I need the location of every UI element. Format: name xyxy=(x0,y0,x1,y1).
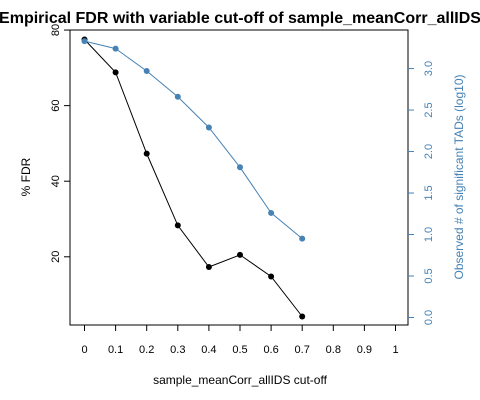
x-tick-label: 0.8 xyxy=(326,344,341,356)
y-right-tick-label: 3.0 xyxy=(423,61,435,76)
series-line-left xyxy=(84,39,303,317)
data-point-left xyxy=(268,273,275,280)
chart-title: Empirical FDR with variable cut-off of s… xyxy=(0,10,480,27)
data-point-left xyxy=(237,251,243,258)
data-point-right xyxy=(81,38,88,45)
plot-frame xyxy=(69,29,409,326)
x-tick-label: 0 xyxy=(81,344,87,356)
data-point-right xyxy=(112,45,119,52)
data-point-right xyxy=(205,124,212,131)
data-point-right xyxy=(237,164,243,171)
series-layer xyxy=(81,36,306,320)
y-right-tick-label: 1.0 xyxy=(423,227,435,242)
x-tick-label: 0.6 xyxy=(263,344,278,356)
data-point-left xyxy=(143,150,150,157)
y-left-axis-label: % FDR xyxy=(19,157,33,196)
data-point-left xyxy=(112,69,119,76)
y-right-tick-label: 0.5 xyxy=(423,268,435,283)
y-left-tick-label: 80 xyxy=(50,24,62,36)
y-right-axis-label: Observed # of significant TADs (log10) xyxy=(452,75,466,280)
x-tick-label: 0.2 xyxy=(139,344,154,356)
data-point-right xyxy=(268,209,275,216)
data-point-right xyxy=(299,235,306,242)
y-right-axis: 0.0 0.5 1.0 1.5 2.0 2.5 3.0 xyxy=(408,61,435,325)
y-left-tick-label: 60 xyxy=(50,100,62,112)
x-tick-label: 1 xyxy=(392,344,398,356)
x-tick-label: 0.3 xyxy=(170,344,185,356)
data-point-left xyxy=(174,222,181,229)
x-tick-label: 0.1 xyxy=(108,344,123,356)
y-left-tick-label: 20 xyxy=(50,251,62,263)
series-line-right xyxy=(84,40,303,240)
y-left-tick-label: 40 xyxy=(50,175,62,187)
x-axis-label: sample_meanCorr_allIDS cut-off xyxy=(153,373,328,387)
y-right-tick-label: 1.5 xyxy=(423,185,435,200)
x-tick-label: 0.4 xyxy=(201,344,216,356)
x-tick-label: 0.5 xyxy=(232,344,247,356)
y-right-tick-label: 2.5 xyxy=(423,102,435,117)
x-axis: 0 0.1 0.2 0.3 0.4 0.5 0.6 0.7 0.8 0.9 1 xyxy=(81,325,399,356)
data-point-right xyxy=(174,93,181,100)
y-left-axis: 20 40 60 80 xyxy=(50,24,70,263)
x-tick-label: 0.9 xyxy=(357,344,372,356)
data-point-left xyxy=(299,313,306,320)
y-right-tick-label: 0.0 xyxy=(423,310,435,325)
y-right-tick-label: 2.0 xyxy=(423,144,435,159)
x-tick-label: 0.7 xyxy=(295,344,310,356)
data-point-right xyxy=(143,68,150,75)
data-point-left xyxy=(205,263,212,270)
